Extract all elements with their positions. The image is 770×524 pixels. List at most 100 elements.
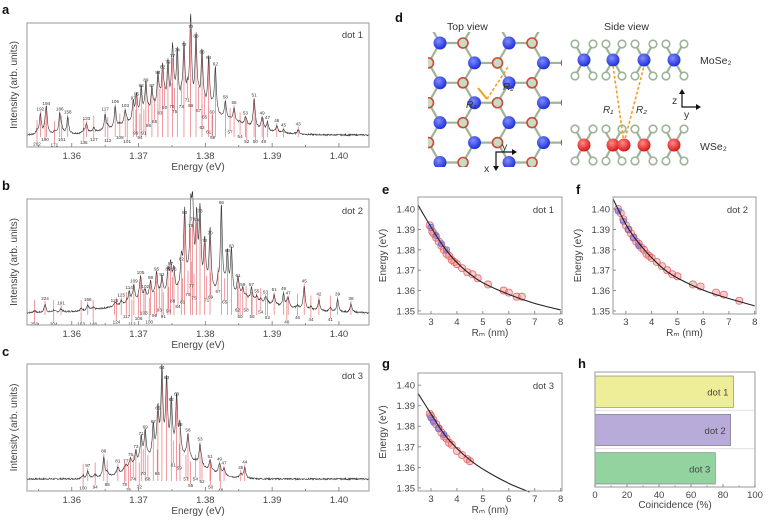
dot-annotation: dot 3	[342, 371, 363, 382]
y-axis-label: Energy (eV)	[378, 405, 389, 458]
peak-label: 61	[171, 462, 177, 467]
mo-atom	[365, 196, 378, 209]
side-axis-y-label: y	[684, 109, 690, 121]
peak-label: 47	[265, 115, 271, 120]
peak-label: 66	[199, 50, 205, 55]
x-tick-label: 6	[506, 317, 511, 328]
side-r2-label: R₂	[636, 105, 647, 116]
w-atom	[637, 138, 651, 152]
se-atom	[679, 156, 689, 166]
peak-label: 45	[302, 278, 308, 283]
peak-label: 62	[169, 397, 175, 402]
peak-label: 158	[64, 110, 72, 115]
y-axis-label: Intensity (arb. units)	[9, 41, 20, 129]
x-axis-label: Coincidence (%)	[638, 500, 711, 511]
peak-label: 50	[253, 139, 259, 144]
x-tick-label: 3	[428, 317, 433, 328]
peak-label: 74	[131, 477, 137, 482]
peak-label: 127	[90, 137, 98, 142]
dot-annotation: dot 3	[533, 381, 554, 392]
top-view-lattice	[365, 32, 613, 209]
peak-label: 42	[316, 292, 322, 297]
top-view-distance-arrows	[477, 66, 509, 100]
y-tick-label: 1.39	[397, 225, 416, 236]
y-axis-label: Intensity (arb. units)	[9, 218, 20, 306]
x-tick-label: 5	[480, 317, 485, 328]
x-tick-label: 80	[718, 490, 729, 501]
peak-label: 46	[295, 315, 301, 320]
peak-label: 43	[296, 121, 302, 126]
peak-label: 48	[261, 139, 267, 144]
peak-label: 77	[189, 283, 195, 288]
se-atom	[679, 71, 689, 81]
dot-annotation: dot 2	[342, 206, 363, 217]
x-tick-label: 1.38	[196, 151, 215, 162]
peak-label: 65	[155, 406, 161, 411]
se-atom	[526, 77, 538, 89]
x-tick-label: 8	[558, 494, 563, 505]
mo-atom	[537, 136, 550, 150]
panel-letter-a: a	[2, 2, 10, 17]
peak-label: 54	[258, 310, 264, 315]
peak-label: 56	[250, 314, 256, 319]
peak-label: 87	[149, 83, 155, 88]
peak-label: 99	[133, 131, 139, 136]
y-tick-label: 1.40	[592, 205, 611, 216]
bond	[601, 83, 613, 103]
peak-label: 70	[141, 471, 147, 476]
peak-label: 112	[104, 138, 112, 143]
x-tick-label: 7	[532, 317, 537, 328]
y-tick-label: 1.37	[397, 442, 416, 453]
se-atom	[601, 39, 611, 49]
peak-label: 52	[244, 139, 250, 144]
bond	[394, 182, 406, 202]
peak-label: 81	[115, 459, 121, 464]
x-tick-label: 1.40	[330, 495, 349, 506]
fit-curve	[417, 204, 561, 311]
x-axis-label: Rₘ (nm)	[472, 505, 509, 516]
peak-label: 250	[31, 322, 39, 327]
bond	[567, 103, 579, 123]
peak-label: 54	[238, 134, 244, 139]
peak-label: 49	[260, 111, 266, 116]
peak-label: 88	[105, 482, 111, 487]
peak-label: 163	[77, 322, 85, 327]
y-tick-label: 1.36	[592, 286, 611, 297]
peak-label: 186	[56, 106, 64, 111]
peak-label: 72	[137, 484, 143, 489]
se-atom	[560, 138, 562, 147]
se-atom	[617, 39, 627, 49]
mo-atom	[537, 56, 550, 70]
mo-atom	[502, 156, 516, 167]
mose2-label: MoSe₂	[700, 55, 732, 67]
r1-arrow	[477, 87, 488, 100]
peak-label: 54	[193, 477, 199, 482]
peak-label: 63	[199, 125, 205, 130]
peak-label: 75	[172, 109, 178, 114]
panel-letter-b: b	[2, 178, 10, 193]
x-tick-label: 1.39	[263, 495, 282, 506]
fit-curve	[417, 393, 530, 493]
peak-label: 44	[242, 460, 248, 465]
peak-label: 94	[137, 135, 143, 140]
mo-atom	[365, 116, 378, 129]
peak-label: 74	[175, 48, 181, 53]
peak-label: 91	[161, 314, 167, 319]
plot-frame	[26, 22, 370, 148]
mo-atom	[434, 196, 447, 209]
y-tick-label: 1.35	[397, 306, 416, 317]
peak-label: 68	[145, 477, 151, 482]
peak-label: 90	[166, 308, 172, 313]
energy-vs-distance-dot3: 3 4 5 6 7 8 1.35 1.36 1.37 1.38 1.39 1.40 Rₘ (nm) Ene…	[378, 372, 563, 516]
peak-label: 108	[116, 135, 124, 140]
peak-label: 109	[130, 278, 138, 283]
se-atom	[570, 71, 580, 81]
x-tick-label: 1.39	[263, 151, 282, 162]
peak-label: 80	[162, 105, 168, 110]
peak-label: 71	[139, 431, 145, 436]
peak-label: 82	[179, 257, 185, 262]
x-axis-label: Rₘ (nm)	[666, 328, 703, 339]
x-tick-label: 8	[558, 317, 563, 328]
se-atom	[588, 39, 598, 49]
